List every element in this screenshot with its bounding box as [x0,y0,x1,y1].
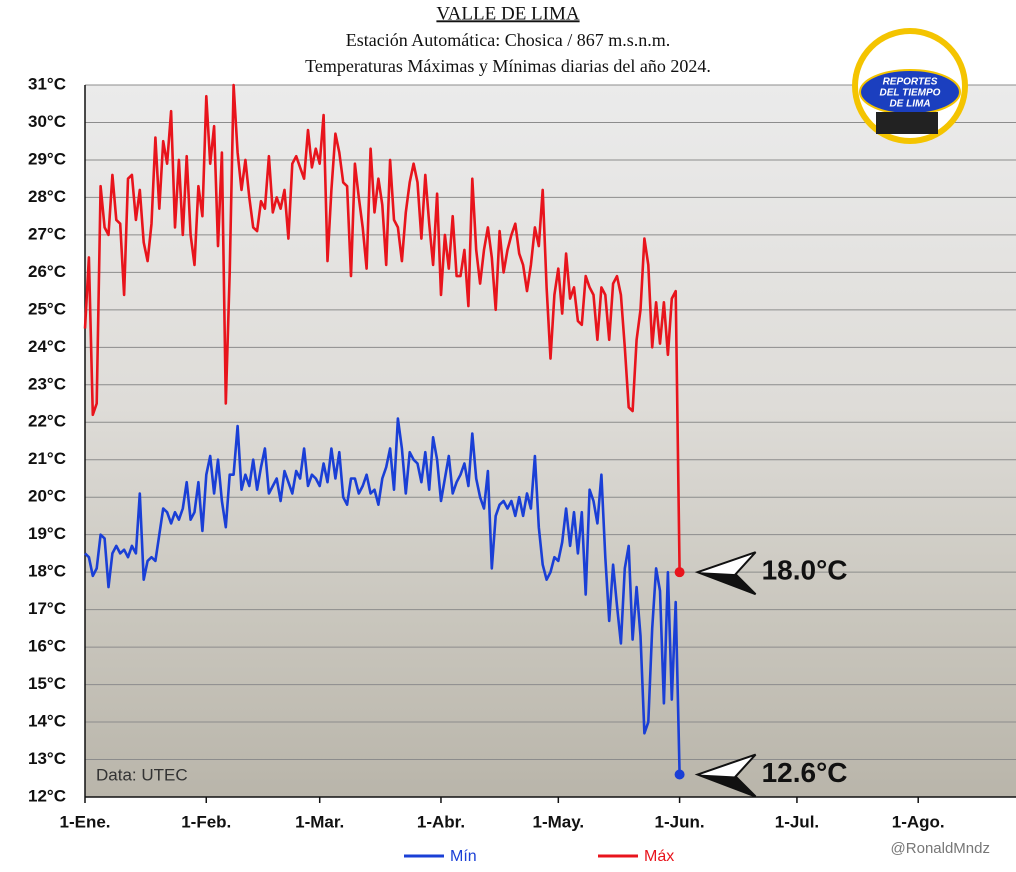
y-tick-label: 29°C [28,149,66,168]
annotation-label: 12.6°C [762,757,848,788]
lines [83,83,681,775]
plot-background [85,85,1016,797]
x-tick-label: 1-Abr. [417,812,465,831]
subtitle: Estación Automática: Chosica / 867 m.s.n… [346,30,670,50]
logo-text: DEL TIEMPO [880,88,941,99]
x-tick-label: 1-Feb. [181,812,231,831]
y-tick-label: 22°C [28,412,66,431]
annotation-arrow-shade [697,572,756,595]
y-tick-label: 23°C [28,374,66,393]
x-tick-label: 1-Jul. [775,812,819,831]
legend-label: Mín [450,848,477,865]
y-tick-label: 28°C [28,187,66,206]
y-tick-label: 13°C [28,749,66,768]
y-tick-label: 14°C [28,712,66,731]
legend-label: Máx [644,848,674,865]
x-tick-label: 1-Ago. [892,812,945,831]
y-tick-label: 17°C [28,599,66,618]
annotation-label: 18.0°C [762,555,848,586]
logo: REPORTES DEL TIEMPO DE LIMA [852,28,968,144]
subtitle: Temperaturas Máximas y Mínimas diarias d… [305,56,711,76]
logo-text: DE LIMA [889,99,930,110]
y-tick-label: 25°C [28,299,66,318]
y-tick-label: 21°C [28,449,66,468]
y-tick-label: 31°C [28,74,66,93]
chart-title: VALLE DE LIMA [436,3,579,24]
logo-text: REPORTES [883,77,938,88]
credit: @RonaldMndz [891,840,990,857]
y-tick-label: 27°C [28,224,66,243]
end-point [674,567,685,578]
x-tick-label: 1-Jun. [655,812,705,831]
annotations: 18.0°C 12.6°C [674,551,848,798]
series-line [84,417,681,775]
y-tick-label: 30°C [28,112,66,131]
legend: Mín Máx [404,848,674,865]
y-tick-label: 18°C [28,562,66,581]
x-tick-label: 1-Ene. [59,812,110,831]
y-tick-label: 16°C [28,637,66,656]
series-line [83,83,681,573]
y-tick-label: 20°C [28,487,66,506]
y-tick-label: 12°C [28,786,66,805]
y-tick-label: 26°C [28,262,66,281]
logo-city [876,112,938,134]
y-tick-label: 19°C [28,524,66,543]
end-point [674,769,685,780]
annotation-arrow-shade [697,774,756,797]
x-tick-label: 1-Mar. [295,812,344,831]
y-tick-label: 24°C [28,337,66,356]
y-tick-label: 15°C [28,674,66,693]
x-tick-label: 1-May. [532,812,584,831]
source: Data: UTEC [96,765,188,784]
